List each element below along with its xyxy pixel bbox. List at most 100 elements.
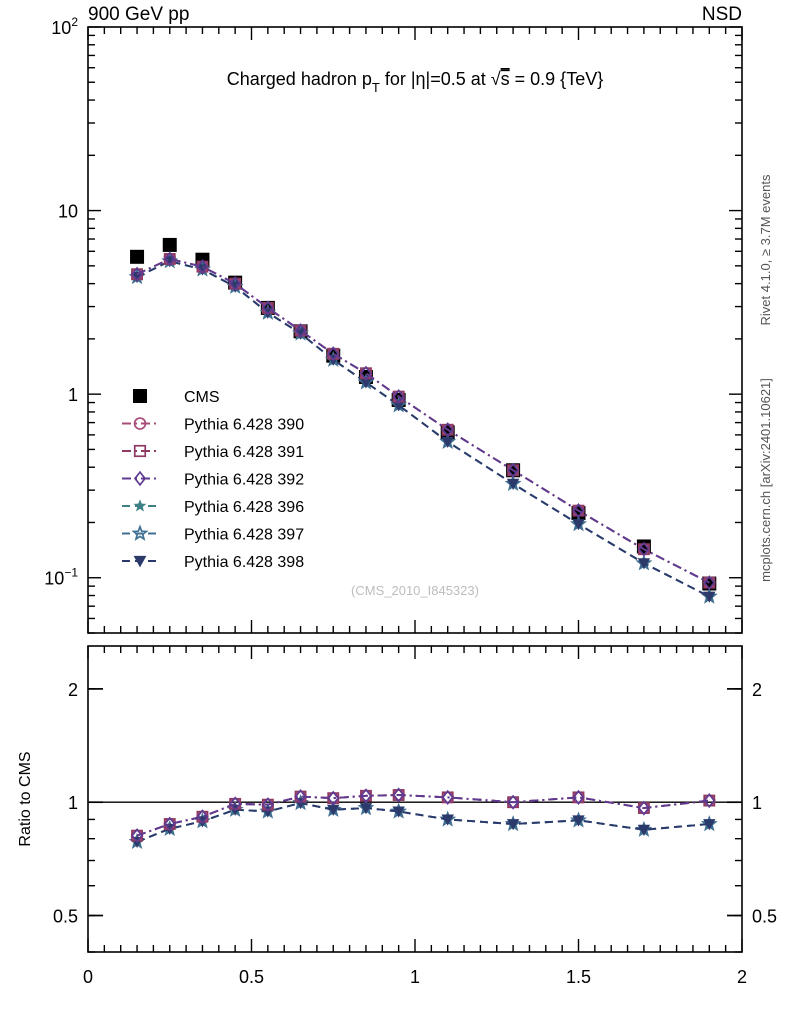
x-tick-label: 0.5 xyxy=(239,967,264,987)
main-y-tick-label: 10−1 xyxy=(44,566,78,589)
ratio-data-point xyxy=(131,828,143,844)
legend-label: Pythia 6.428 390 xyxy=(184,417,304,434)
ratio-data-point xyxy=(703,819,716,831)
data-point xyxy=(229,276,242,292)
ratio-data-point xyxy=(229,796,242,812)
ratio-series-line xyxy=(136,794,710,837)
legend-label: Pythia 6.428 396 xyxy=(184,499,304,516)
dataset-watermark: (CMS_2010_I845323) xyxy=(351,583,479,598)
ratio-y-tick-label: 0.5 xyxy=(53,907,78,927)
main-y-tick-label: 10 xyxy=(58,202,78,222)
legend-label: Pythia 6.428 398 xyxy=(184,554,304,571)
legend-item-cms[interactable]: CMS xyxy=(133,389,220,406)
data-point xyxy=(163,251,176,267)
data-point xyxy=(506,478,520,490)
data-point xyxy=(130,249,145,264)
data-point xyxy=(637,541,650,557)
rivet-version-note: Rivet 4.1.0, ≥ 3.7M events xyxy=(758,174,773,325)
ratio-data-point xyxy=(572,789,585,805)
data-point xyxy=(327,346,340,362)
legend-item-pythia-6-428-396[interactable]: Pythia 6.428 396 xyxy=(122,499,304,516)
data-point xyxy=(196,259,209,275)
data-point xyxy=(441,422,454,438)
ratio-data-point xyxy=(196,809,209,825)
data-point xyxy=(196,264,209,276)
data-point xyxy=(359,377,373,389)
ratio-y-tick-labels-left: 210.5 xyxy=(53,680,78,927)
ratio-y-tick-label-right: 0.5 xyxy=(752,907,777,927)
ratio-data-point xyxy=(572,815,585,827)
mcplots-source-note: mcplots.cern.ch [arXiv:2401.10621] xyxy=(758,378,773,582)
data-point xyxy=(131,266,143,282)
data-point xyxy=(703,591,716,603)
x-axis-ticks xyxy=(87,27,743,952)
series-line xyxy=(136,260,710,598)
legend-label: Pythia 6.428 391 xyxy=(184,444,304,461)
legend-label: Pythia 6.428 392 xyxy=(184,472,304,489)
data-point xyxy=(703,575,716,591)
ratio-data-point xyxy=(507,794,520,810)
ratio-data-point xyxy=(703,792,716,809)
ratio-data-point xyxy=(441,814,454,826)
legend: CMS Pythia 6.428 390 Pythia 6.428 391 Pythi… xyxy=(122,389,304,571)
main-y-tick-label: 1 xyxy=(68,385,78,405)
data-point xyxy=(261,300,274,316)
legend-item-pythia-6-428-398[interactable]: Pythia 6.428 398 xyxy=(122,554,304,571)
data-point xyxy=(392,389,405,405)
ratio-data-point xyxy=(441,789,454,805)
ratio-y-tick-label-right: 2 xyxy=(752,680,762,700)
header-left-label: 900 GeV pp xyxy=(88,4,189,25)
ratio-data-point xyxy=(327,804,340,816)
main-y-tick-labels: 102 10 1 10−1 xyxy=(44,15,78,589)
ratio-data-point xyxy=(327,790,340,806)
ratio-y-tick-label: 2 xyxy=(68,680,78,700)
data-point xyxy=(441,436,454,449)
x-tick-label: 1.5 xyxy=(566,967,591,987)
legend-marker xyxy=(133,389,147,403)
ratio-y-tick-labels-right: 210.5 xyxy=(752,680,777,927)
ratio-data-point xyxy=(163,816,176,832)
ratio-data-point xyxy=(360,788,372,804)
ratio-series-group xyxy=(88,787,742,849)
legend-marker xyxy=(133,555,147,568)
data-point xyxy=(507,462,520,478)
data-point xyxy=(392,400,405,412)
series-pythia-6-428-392 xyxy=(131,251,716,591)
ratio-data-point xyxy=(392,787,405,803)
main-series-group xyxy=(128,237,718,604)
data-point xyxy=(572,503,585,519)
data-point xyxy=(130,271,144,284)
main-axis-ticks xyxy=(88,26,742,634)
data-point xyxy=(360,365,372,381)
data-point xyxy=(294,328,307,340)
ratio-axis-title: Ratio to CMS xyxy=(17,751,34,846)
plot-title: Charged hadron pT for |η|=0.5 at √s = 0.… xyxy=(227,69,603,95)
data-point xyxy=(572,519,585,531)
x-tick-label: 0 xyxy=(83,967,93,987)
ratio-data-point xyxy=(637,800,650,816)
x-tick-label: 1 xyxy=(410,967,420,987)
header-right-label: NSD xyxy=(702,4,742,25)
ratio-series-pythia-6-428-392 xyxy=(131,787,716,844)
legend-marker xyxy=(133,499,147,512)
ratio-data-point xyxy=(392,806,405,818)
data-point xyxy=(162,237,177,252)
data-point xyxy=(637,558,651,570)
ratio-data-point xyxy=(359,803,373,815)
legend-marker xyxy=(131,524,149,541)
plot-title-text: Charged hadron pT for |η|=0.5 at √s = 0.… xyxy=(227,69,603,95)
legend-item-pythia-6-428-391[interactable]: Pythia 6.428 391 xyxy=(122,444,304,461)
legend-item-pythia-6-428-392[interactable]: Pythia 6.428 392 xyxy=(122,470,304,489)
x-tick-label: 2 xyxy=(737,967,747,987)
legend-marker xyxy=(133,470,147,487)
ratio-y-tick-label-right: 1 xyxy=(752,793,762,813)
legend-label: Pythia 6.428 397 xyxy=(184,527,304,544)
data-point xyxy=(294,322,307,339)
legend-label: CMS xyxy=(184,389,220,406)
legend-item-pythia-6-428-397[interactable]: Pythia 6.428 397 xyxy=(122,524,304,544)
ratio-y-tick-label: 1 xyxy=(68,793,78,813)
legend-item-pythia-6-428-390[interactable]: Pythia 6.428 390 xyxy=(122,417,304,434)
legend-marker xyxy=(133,417,147,430)
